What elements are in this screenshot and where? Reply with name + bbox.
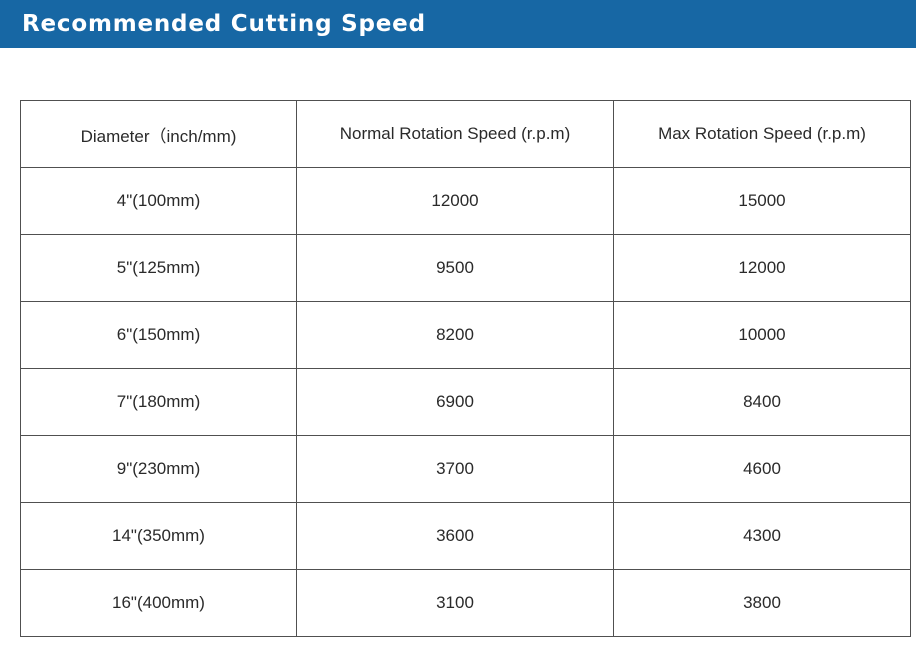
max-speed-cell: 15000 — [613, 167, 911, 235]
table-row: 16"(400mm) 3100 3800 — [20, 569, 911, 637]
max-speed-cell: 4600 — [613, 435, 911, 503]
table-row: 6"(150mm) 8200 10000 — [20, 301, 911, 369]
max-speed-cell: 12000 — [613, 234, 911, 302]
normal-speed-cell: 3100 — [296, 569, 614, 637]
diameter-cell: 4"(100mm) — [20, 167, 297, 235]
normal-speed-cell: 3600 — [296, 502, 614, 570]
table-row: 7"(180mm) 6900 8400 — [20, 368, 911, 436]
normal-speed-cell: 6900 — [296, 368, 614, 436]
normal-speed-cell: 12000 — [296, 167, 614, 235]
column-header-normal-speed: Normal Rotation Speed (r.p.m) — [296, 100, 614, 168]
normal-speed-cell: 8200 — [296, 301, 614, 369]
max-speed-cell: 4300 — [613, 502, 911, 570]
table-row: 4"(100mm) 12000 15000 — [20, 167, 911, 235]
normal-speed-cell: 9500 — [296, 234, 614, 302]
diameter-cell: 5"(125mm) — [20, 234, 297, 302]
column-header-diameter: Diameter（inch/mm) — [20, 100, 297, 168]
column-header-max-speed: Max Rotation Speed (r.p.m) — [613, 100, 911, 168]
diameter-cell: 14"(350mm) — [20, 502, 297, 570]
diameter-cell: 7"(180mm) — [20, 368, 297, 436]
diameter-cell: 9"(230mm) — [20, 435, 297, 503]
max-speed-cell: 3800 — [613, 569, 911, 637]
table-header-row: Diameter（inch/mm) Normal Rotation Speed … — [20, 100, 911, 168]
diameter-cell: 6"(150mm) — [20, 301, 297, 369]
cutting-speed-table: Diameter（inch/mm) Normal Rotation Speed … — [20, 100, 911, 637]
table-row: 9"(230mm) 3700 4600 — [20, 435, 911, 503]
table-row: 5"(125mm) 9500 12000 — [20, 234, 911, 302]
max-speed-cell: 10000 — [613, 301, 911, 369]
max-speed-cell: 8400 — [613, 368, 911, 436]
title-banner: Recommended Cutting Speed — [0, 0, 916, 48]
diameter-cell: 16"(400mm) — [20, 569, 297, 637]
table-row: 14"(350mm) 3600 4300 — [20, 502, 911, 570]
normal-speed-cell: 3700 — [296, 435, 614, 503]
page-title: Recommended Cutting Speed — [22, 11, 426, 37]
